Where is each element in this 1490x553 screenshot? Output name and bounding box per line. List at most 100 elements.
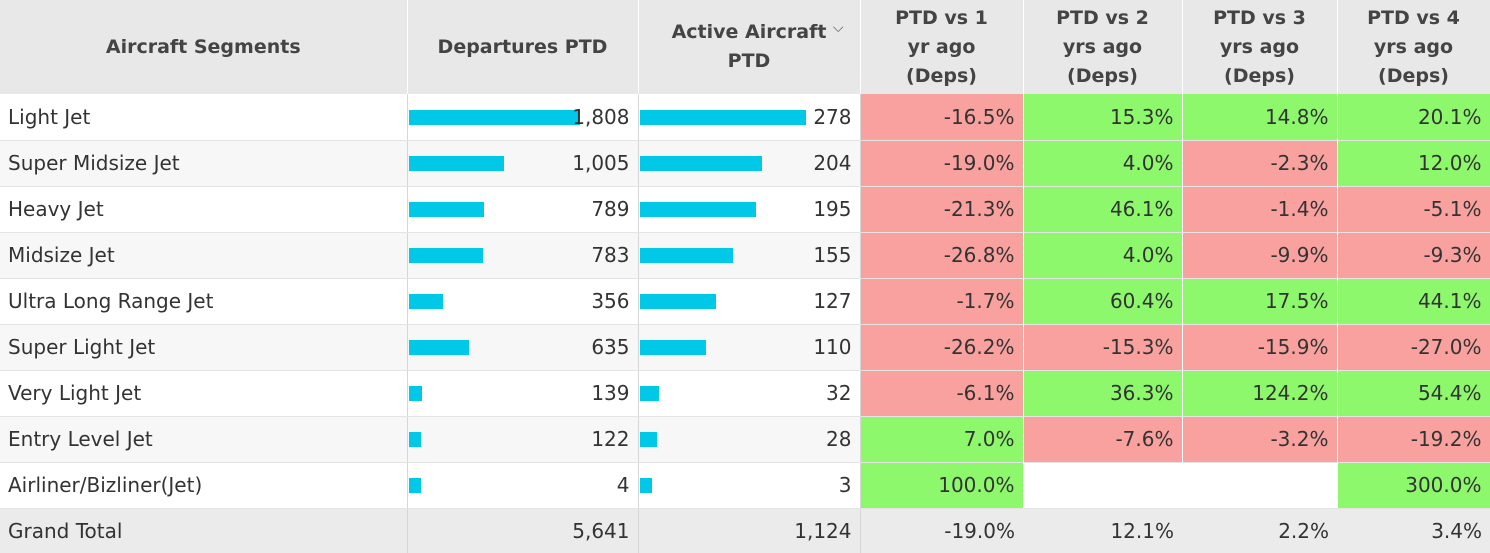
pct-vs4: 44.1% — [1337, 278, 1490, 325]
table-body: Light Jet 1,808 278 -16.5% 15.3% 14.8% 20.1% Su… — [0, 94, 1490, 509]
pct-vs1: -19.0% — [860, 140, 1024, 187]
pct-vs2: -7.6% — [1023, 416, 1183, 463]
departures-bar — [408, 202, 484, 217]
col-header-vs1[interactable]: PTD vs 1 yr ago (Deps) — [860, 0, 1024, 94]
pct-vs3: 14.8% — [1182, 94, 1338, 141]
table-row[interactable]: Super Midsize Jet 1,005 204 -19.0% 4.0% -2.3%… — [0, 140, 1490, 187]
departures-cell: 789 — [407, 186, 639, 233]
total-vs1: -19.0% — [860, 508, 1023, 553]
departures-bar — [408, 248, 483, 263]
total-vs3: 2.2% — [1182, 508, 1337, 553]
col-header-departures[interactable]: Departures PTD — [407, 0, 639, 94]
active-aircraft-value: 204 — [813, 151, 852, 175]
departures-value: 122 — [591, 427, 630, 451]
departures-cell: 356 — [407, 278, 639, 325]
chevron-down-icon[interactable]: ⌵ — [832, 20, 844, 36]
pct-vs1: 7.0% — [860, 416, 1024, 463]
pct-vs4: -5.1% — [1337, 186, 1490, 233]
active-aircraft-cell: 32 — [638, 370, 861, 417]
col-header-vs4[interactable]: PTD vs 4 yrs ago (Deps) — [1337, 0, 1490, 94]
pct-vs3: -15.9% — [1182, 324, 1338, 371]
col-header-vs3[interactable]: PTD vs 3 yrs ago (Deps) — [1182, 0, 1338, 94]
departures-bar — [408, 432, 421, 447]
active-aircraft-value: 127 — [813, 289, 852, 313]
departures-value: 1,808 — [572, 104, 630, 129]
active-aircraft-bar — [639, 156, 762, 171]
departures-bar — [408, 294, 443, 309]
departures-cell: 783 — [407, 232, 639, 279]
departures-bar — [408, 340, 469, 355]
table-row[interactable]: Light Jet 1,808 278 -16.5% 15.3% 14.8% 20.1% — [0, 94, 1490, 141]
pct-vs3 — [1182, 462, 1338, 509]
segment-name: Midsize Jet — [0, 232, 408, 279]
segment-name: Airliner/Bizliner(Jet) — [0, 462, 408, 509]
active-aircraft-bar — [639, 248, 733, 263]
table-row[interactable]: Ultra Long Range Jet 356 127 -1.7% 60.4% 17.5… — [0, 278, 1490, 325]
active-aircraft-cell: 3 — [638, 462, 861, 509]
pct-vs1: -26.2% — [860, 324, 1024, 371]
active-aircraft-cell: 155 — [638, 232, 861, 279]
active-aircraft-bar — [639, 386, 659, 401]
departures-value: 4 — [616, 473, 630, 497]
pct-vs4: 54.4% — [1337, 370, 1490, 417]
pct-vs4: -9.3% — [1337, 232, 1490, 279]
active-aircraft-bar — [639, 478, 652, 493]
segment-name: Super Light Jet — [0, 324, 408, 371]
pct-vs4: -19.2% — [1337, 416, 1490, 463]
pct-vs2: -15.3% — [1023, 324, 1183, 371]
departures-cell: 122 — [407, 416, 639, 463]
pct-vs4: -27.0% — [1337, 324, 1490, 371]
grand-total-row: Grand Total 5,641 1,124 -19.0% 12.1% 2.2… — [0, 508, 1490, 553]
departures-value: 783 — [591, 243, 630, 267]
pct-vs3: 17.5% — [1182, 278, 1338, 325]
table-row[interactable]: Airliner/Bizliner(Jet) 4 3 100.0% 300.0% — [0, 462, 1490, 509]
table-row[interactable]: Heavy Jet 789 195 -21.3% 46.1% -1.4% -5.1% — [0, 186, 1490, 233]
departures-cell: 635 — [407, 324, 639, 371]
table-row[interactable]: Entry Level Jet 122 28 7.0% -7.6% -3.2% -19.2% — [0, 416, 1490, 463]
active-aircraft-value: 3 — [838, 473, 852, 497]
total-departures: 5,641 — [407, 508, 639, 553]
pct-vs4: 20.1% — [1337, 94, 1490, 141]
active-aircraft-bar — [639, 340, 706, 355]
pct-vs2: 4.0% — [1023, 232, 1183, 279]
table-row[interactable]: Midsize Jet 783 155 -26.8% 4.0% -9.9% -9.3% — [0, 232, 1490, 279]
departures-cell: 139 — [407, 370, 639, 417]
segment-name: Light Jet — [0, 94, 408, 141]
col-header-active-aircraft[interactable]: Active Aircraft PTD ⌵ — [638, 0, 861, 94]
pct-vs2: 46.1% — [1023, 186, 1183, 233]
pct-vs2: 4.0% — [1023, 140, 1183, 187]
departures-bar — [408, 478, 421, 493]
pct-vs2: 15.3% — [1023, 94, 1183, 141]
departures-cell: 4 — [407, 462, 639, 509]
active-aircraft-value: 110 — [813, 335, 852, 359]
active-aircraft-value: 32 — [826, 381, 852, 405]
active-aircraft-cell: 127 — [638, 278, 861, 325]
departures-bar — [408, 386, 422, 401]
total-label: Grand Total — [0, 508, 408, 553]
segment-name: Heavy Jet — [0, 186, 408, 233]
active-aircraft-bar — [639, 432, 657, 447]
pct-vs4: 300.0% — [1337, 462, 1490, 509]
total-vs4: 3.4% — [1337, 508, 1490, 553]
table-row[interactable]: Very Light Jet 139 32 -6.1% 36.3% 124.2% 54.4% — [0, 370, 1490, 417]
departures-value: 1,005 — [572, 151, 630, 175]
total-vs2: 12.1% — [1023, 508, 1182, 553]
pct-vs3: 124.2% — [1182, 370, 1338, 417]
table-row[interactable]: Super Light Jet 635 110 -26.2% -15.3% -15.9% -… — [0, 324, 1490, 371]
active-aircraft-bar — [639, 109, 806, 125]
pct-vs3: -9.9% — [1182, 232, 1338, 279]
departures-cell: 1,005 — [407, 140, 639, 187]
active-aircraft-cell: 195 — [638, 186, 861, 233]
pct-vs1: -26.8% — [860, 232, 1024, 279]
segment-name: Entry Level Jet — [0, 416, 408, 463]
col-header-vs2[interactable]: PTD vs 2 yrs ago (Deps) — [1023, 0, 1183, 94]
total-active-aircraft: 1,124 — [638, 508, 861, 553]
departures-value: 635 — [591, 335, 630, 359]
col-header-segment[interactable]: Aircraft Segments — [0, 0, 408, 94]
departures-value: 356 — [591, 289, 630, 313]
pct-vs2: 36.3% — [1023, 370, 1183, 417]
active-aircraft-value: 278 — [813, 104, 852, 129]
pct-vs4: 12.0% — [1337, 140, 1490, 187]
pct-vs1: -6.1% — [860, 370, 1024, 417]
segment-name: Very Light Jet — [0, 370, 408, 417]
